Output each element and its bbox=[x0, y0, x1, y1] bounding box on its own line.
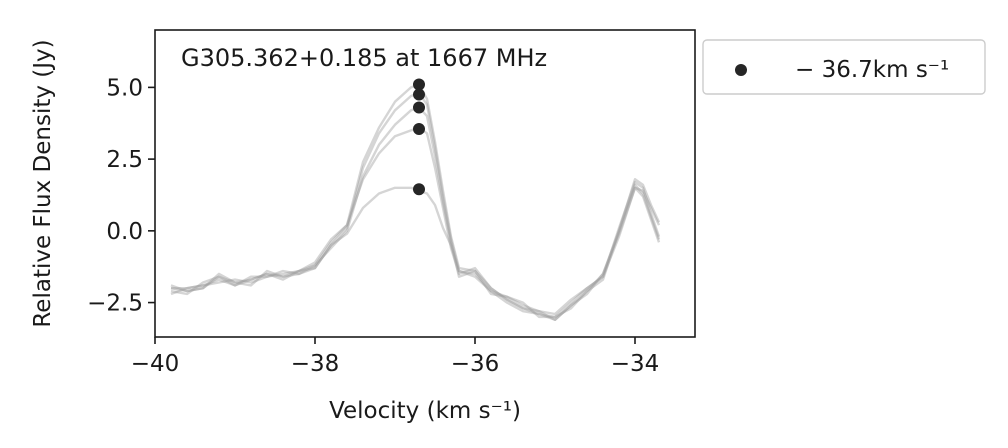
y-tick-label: 5.0 bbox=[106, 75, 143, 101]
x-tick-label: −36 bbox=[451, 351, 500, 377]
series-line-3 bbox=[170, 106, 661, 319]
x-tick-label: −38 bbox=[291, 351, 340, 377]
x-tick-label: −34 bbox=[611, 351, 660, 377]
legend-box bbox=[702, 39, 986, 95]
series-line-1 bbox=[170, 186, 661, 316]
x-axis-label: Velocity (km s⁻¹) bbox=[329, 398, 521, 424]
y-tick-label: 0.0 bbox=[106, 219, 143, 245]
series-line-4 bbox=[170, 91, 661, 319]
series-layer bbox=[170, 83, 661, 321]
y-axis-label: Relative Flux Density (Jy) bbox=[30, 39, 56, 327]
tick-layer: −40 −38 −36 −34 −2.5 0.0 2.5 5.0 bbox=[87, 75, 659, 377]
legend-marker bbox=[735, 64, 747, 76]
data-marker-3 bbox=[413, 101, 425, 114]
data-marker-5 bbox=[413, 78, 425, 91]
legend-label: − 36.7km s⁻¹ bbox=[795, 57, 949, 83]
plot-frame bbox=[154, 29, 696, 338]
data-marker-1 bbox=[413, 183, 425, 196]
series-line-2 bbox=[170, 126, 661, 321]
chart-title: G305.362+0.185 at 1667 MHz bbox=[181, 44, 547, 72]
series-line-5 bbox=[171, 83, 661, 321]
legend: − 36.7km s⁻¹ bbox=[702, 39, 986, 95]
x-tick-label: −40 bbox=[131, 351, 180, 377]
data-marker-2 bbox=[413, 122, 425, 135]
y-tick-label: 2.5 bbox=[106, 147, 143, 173]
data-marker-4 bbox=[413, 88, 425, 101]
marker-layer bbox=[413, 78, 425, 196]
y-tick-label: −2.5 bbox=[87, 291, 143, 317]
